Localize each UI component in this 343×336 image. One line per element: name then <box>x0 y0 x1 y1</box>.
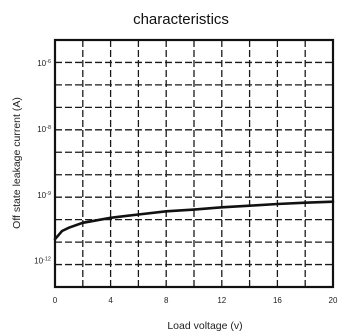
x-tick-label: 8 <box>164 296 169 305</box>
x-axis-ticks: 0 4 8 12 16 20 <box>53 296 338 305</box>
x-tick-label: 20 <box>329 296 338 305</box>
y-axis-label: Off state leakage current (A) <box>11 97 23 229</box>
leakage-curve <box>53 200 335 241</box>
x-tick-label: 0 <box>53 296 58 305</box>
x-tick-label: 4 <box>108 296 113 305</box>
chart-title: characteristics <box>133 11 229 28</box>
y-tick-label: 10-9 <box>37 191 51 200</box>
y-tick-label: 10-12 <box>34 257 51 266</box>
y-tick-label: 10-8 <box>37 125 51 134</box>
x-axis-label: Load voltage (v) <box>167 320 242 332</box>
y-tick-label: 10-6 <box>37 59 51 68</box>
grid-lines <box>55 40 333 287</box>
plot-frame <box>53 38 335 289</box>
x-tick-label: 12 <box>217 296 226 305</box>
y-axis-ticks: 10-6 10-8 10-9 10-12 <box>34 59 51 266</box>
x-tick-label: 16 <box>273 296 282 305</box>
